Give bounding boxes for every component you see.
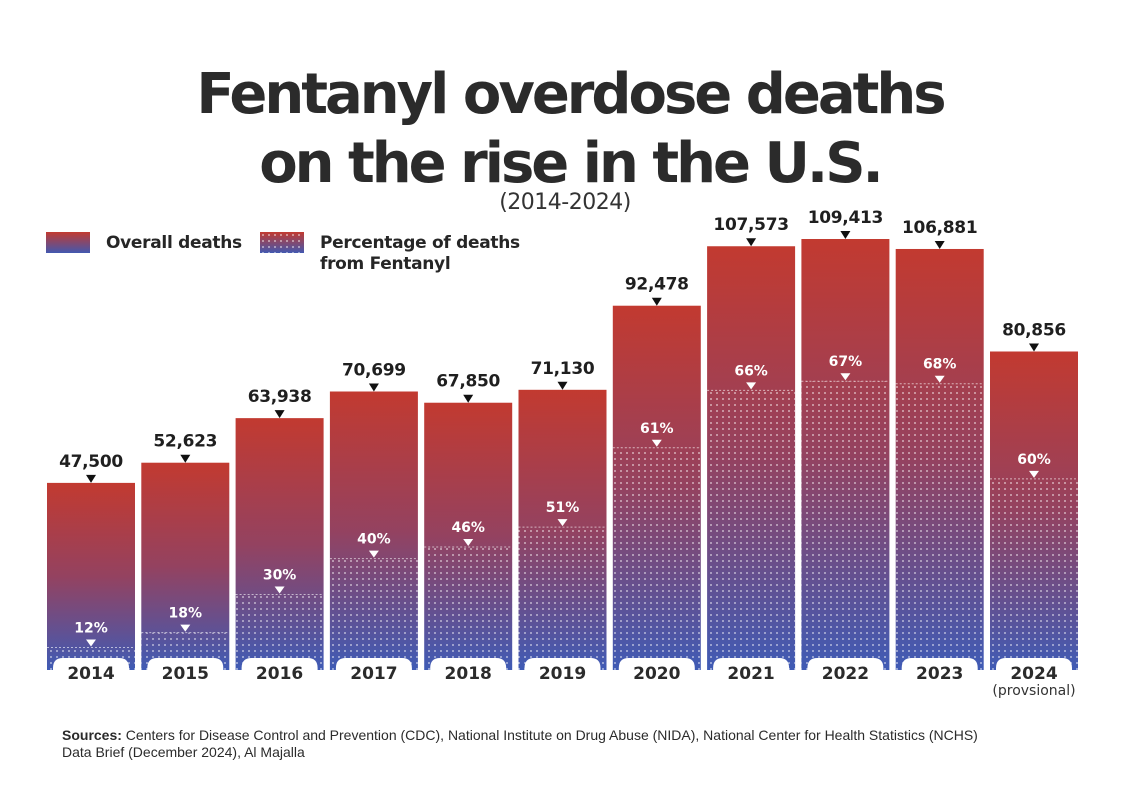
legend-swatch-overall <box>46 232 90 253</box>
value-marker-icon <box>368 383 379 392</box>
x-tick-label: 2015 <box>162 664 209 684</box>
value-marker-icon <box>1029 343 1039 352</box>
fentanyl-marker-icon <box>86 639 96 647</box>
percentage-label: 68% <box>923 357 957 373</box>
fentanyl-marker-icon <box>368 550 379 558</box>
bars-group: 12% 47,500 2014 18% 52,623 2015 30% 63,938 2016 4… <box>47 208 1078 699</box>
value-label: 52,623 <box>153 432 217 452</box>
value-label: 109,413 <box>808 208 883 228</box>
bar-fentanyl-portion <box>895 383 984 670</box>
sources-text: Centers for Disease Control and Preventi… <box>62 727 978 760</box>
value-label: 63,938 <box>248 387 312 407</box>
x-tick-note: (provsional) <box>992 683 1075 699</box>
percentage-label: 46% <box>451 520 485 536</box>
value-marker-icon <box>463 394 474 403</box>
value-label: 80,856 <box>1002 320 1066 340</box>
value-marker-icon <box>86 474 96 483</box>
legend-swatch-fentanyl <box>260 232 304 253</box>
sources-footnote: Sources: Centers for Disease Control and… <box>62 727 982 761</box>
value-marker-icon <box>651 297 662 306</box>
bar-fentanyl-portion <box>518 527 607 670</box>
legend-label-overall: Overall deaths <box>106 233 242 253</box>
x-tick-label: 2018 <box>445 664 492 684</box>
year-tab <box>901 658 978 672</box>
value-marker-icon <box>557 381 568 390</box>
x-tick-label: 2022 <box>822 664 869 684</box>
value-label: 70,699 <box>342 361 406 381</box>
value-label: 107,573 <box>713 215 788 235</box>
percentage-label: 18% <box>169 606 203 622</box>
bar-overall-deaths <box>47 482 135 670</box>
value-marker-icon <box>274 410 285 419</box>
bar-fentanyl-portion <box>424 547 513 670</box>
value-label: 71,130 <box>531 359 595 379</box>
year-tab <box>147 658 224 672</box>
percentage-label: 40% <box>357 532 391 548</box>
year-tab <box>430 658 507 672</box>
value-label: 106,881 <box>902 218 977 238</box>
year-tab <box>335 658 412 672</box>
bar-fentanyl-portion <box>329 558 418 670</box>
year-tab <box>996 658 1072 672</box>
bar-fentanyl-portion <box>990 478 1078 670</box>
x-tick-label: 2023 <box>916 664 963 684</box>
fentanyl-marker-icon <box>651 439 662 447</box>
bar-fentanyl-portion <box>235 594 324 670</box>
percentage-label: 61% <box>640 421 674 437</box>
year-tab <box>713 658 790 672</box>
percentage-label: 67% <box>829 354 863 370</box>
value-marker-icon <box>746 238 757 247</box>
percentage-label: 51% <box>546 500 580 516</box>
value-marker-icon <box>840 231 851 239</box>
x-tick-label: 2016 <box>256 664 303 684</box>
year-tab <box>241 658 318 672</box>
bar-fentanyl-portion <box>707 390 796 670</box>
chart-subtitle: (2014-2024) <box>499 190 631 215</box>
x-tick-label: 2021 <box>727 664 774 684</box>
legend-label-fentanyl: Percentage of deaths from Fentanyl <box>320 233 520 275</box>
value-label: 47,500 <box>59 452 123 472</box>
x-tick-label: 2020 <box>633 664 680 684</box>
x-tick-label: 2017 <box>350 664 397 684</box>
fentanyl-marker-icon <box>274 586 285 594</box>
x-tick-label: 2014 <box>67 664 114 684</box>
legend-label-fentanyl-line2: from Fentanyl <box>320 254 451 274</box>
chart-title-line-2: on the rise in the U.S. <box>259 131 884 196</box>
value-marker-icon <box>180 454 191 463</box>
year-tab <box>618 658 695 672</box>
percentage-label: 60% <box>1017 452 1051 468</box>
fentanyl-marker-icon <box>1029 470 1039 478</box>
value-marker-icon <box>934 240 945 249</box>
legend-label-fentanyl-line1: Percentage of deaths <box>320 233 520 253</box>
year-tab <box>53 658 129 672</box>
percentage-label: 66% <box>734 363 768 379</box>
fentanyl-marker-icon <box>746 382 757 390</box>
value-label: 67,850 <box>436 372 500 392</box>
fentanyl-marker-icon <box>934 375 945 383</box>
bar-fentanyl-portion <box>801 381 890 670</box>
fentanyl-marker-icon <box>180 624 191 632</box>
chart-title-line-1: Fentanyl overdose deaths <box>196 62 946 127</box>
bar-chart: 12% 47,500 2014 18% 52,623 2015 30% 63,938 2016 4… <box>47 208 1078 699</box>
percentage-label: 12% <box>74 621 108 637</box>
x-tick-label: 2019 <box>539 664 586 684</box>
x-tick-label: 2024 <box>1010 664 1057 684</box>
fentanyl-marker-icon <box>840 373 851 381</box>
fentanyl-marker-icon <box>463 539 474 547</box>
sources-label: Sources: <box>62 727 122 743</box>
fentanyl-marker-icon <box>557 519 568 527</box>
year-tab <box>807 658 884 672</box>
value-label: 92,478 <box>625 275 689 295</box>
bar-fentanyl-portion <box>612 447 701 670</box>
percentage-label: 30% <box>263 567 297 583</box>
year-tab <box>524 658 601 672</box>
